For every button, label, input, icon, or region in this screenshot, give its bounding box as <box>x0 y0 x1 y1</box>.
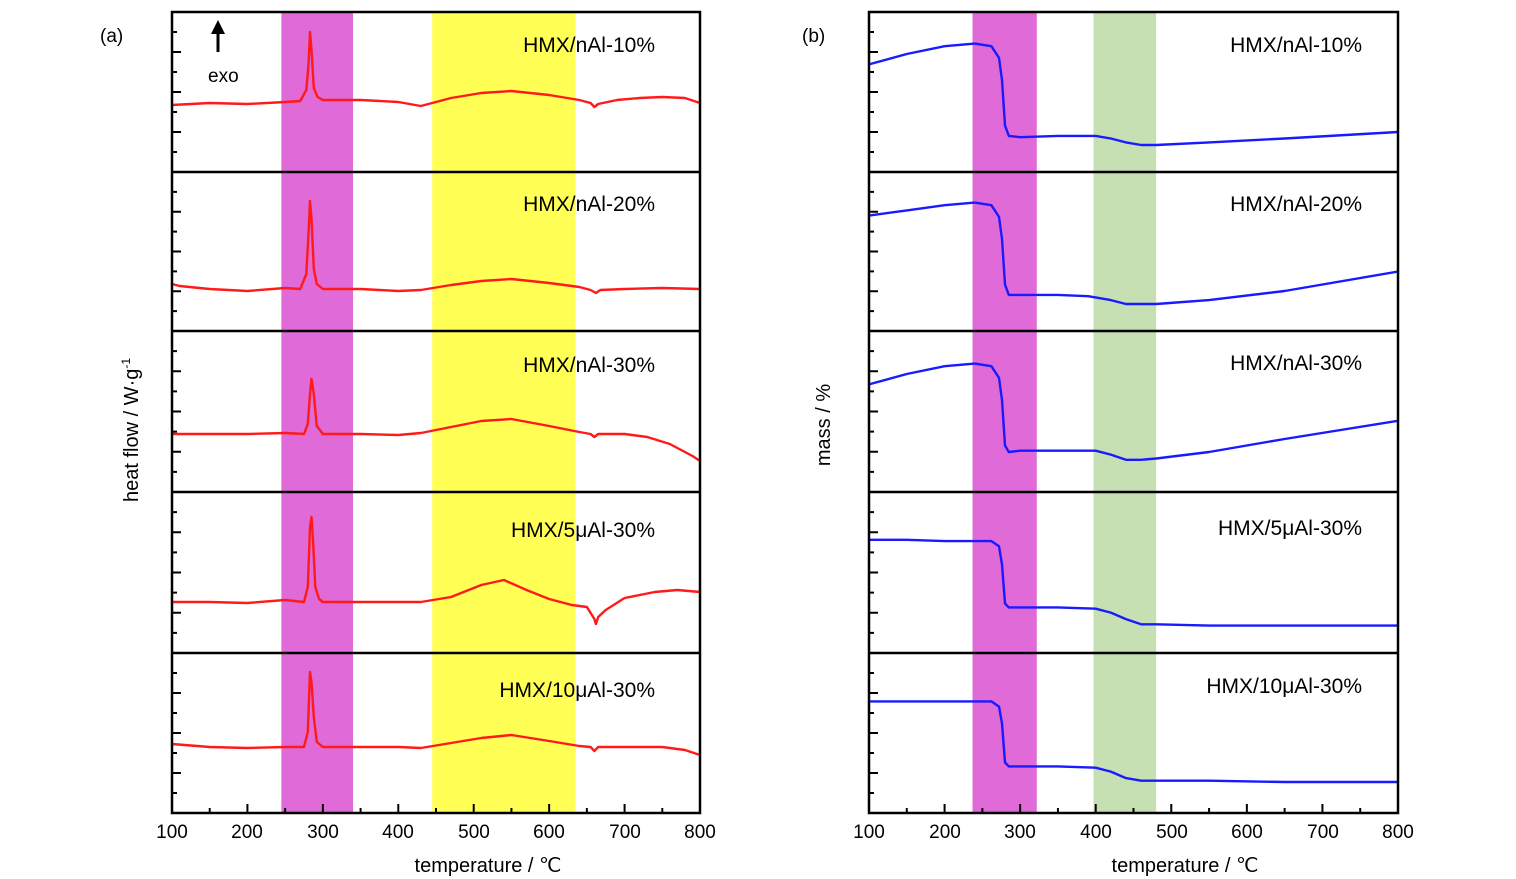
panel-a-xtick-label: 700 <box>609 822 641 843</box>
panel-a-label-2: HMX/nAl-20% <box>523 193 655 216</box>
panel-b-xtick-label: 200 <box>929 822 961 843</box>
panel-a-label-3: HMX/nAl-30% <box>523 354 655 377</box>
panel-a-ylabel: heat flow / W·g-1 <box>119 358 143 502</box>
panel-a-frame <box>170 10 702 815</box>
panel-a-label-4: HMX/5μAl-30% <box>511 519 655 542</box>
series-line-3 <box>170 377 702 463</box>
panel-b-label-5: HMX/10μAl-30% <box>1206 675 1362 698</box>
panel-b-xtick-label: 100 <box>853 822 885 843</box>
plot-frame <box>867 10 1400 815</box>
panel-b-xtick-label: 700 <box>1307 822 1339 843</box>
exo-arrow-icon <box>211 20 225 52</box>
panel-b-xtick-label: 400 <box>1080 822 1112 843</box>
panel-a-xlabel: temperature / ℃ <box>415 855 562 877</box>
panel-a-label-5: HMX/10μAl-30% <box>499 679 655 702</box>
panel-a-label-1: HMX/nAl-10% <box>523 34 655 57</box>
series-line-5 <box>170 670 702 757</box>
series-line-4 <box>170 515 702 626</box>
panel-a-highlight-bands <box>281 12 576 813</box>
panel-a-xtick-labels: 100 200 300 400 500 600 700 800 <box>156 822 716 843</box>
plot-frame <box>170 10 702 815</box>
panel-b-tag: (b) <box>802 26 825 47</box>
panel-a-xtick-label: 800 <box>684 822 716 843</box>
series-line-3 <box>867 362 1400 461</box>
highlight-band-2 <box>432 12 576 813</box>
series-line-1 <box>867 42 1400 147</box>
panel-b-series <box>867 42 1400 784</box>
panel-b-label-3: HMX/nAl-30% <box>1230 352 1362 375</box>
series-line-2 <box>867 201 1400 306</box>
panel-b-ylabel: mass / % <box>813 384 835 466</box>
panel-b-xtick-label: 800 <box>1382 822 1414 843</box>
panel-b-frame <box>867 10 1400 815</box>
panel-b: (b) HMX/nAl-10% HMX/nAl-20% HMX/nAl-30% … <box>802 10 1414 877</box>
panel-a-xtick-label: 100 <box>156 822 188 843</box>
panel-b-highlight-bands <box>972 12 1157 813</box>
panel-a-xtick-label: 300 <box>307 822 339 843</box>
panel-b-xtick-labels: 100 200 300 400 500 600 700 800 <box>853 822 1414 843</box>
exo-label: exo <box>208 66 239 87</box>
highlight-band-1 <box>972 12 1037 813</box>
panel-b-xtick-label: 600 <box>1231 822 1263 843</box>
panel-b-label-4: HMX/5μAl-30% <box>1218 517 1362 540</box>
panel-b-xlabel: temperature / ℃ <box>1112 855 1259 877</box>
series-line-2 <box>170 199 702 295</box>
series-line-1 <box>170 30 702 109</box>
series-line-4 <box>867 538 1400 627</box>
highlight-band-1 <box>281 12 354 813</box>
panel-a-xtick-label: 400 <box>382 822 414 843</box>
highlight-band-2 <box>1093 12 1157 813</box>
panel-a-xtick-label: 500 <box>458 822 490 843</box>
panel-b-xtick-label: 300 <box>1004 822 1036 843</box>
panel-a-xtick-label: 600 <box>533 822 565 843</box>
panel-b-label-2: HMX/nAl-20% <box>1230 193 1362 216</box>
panel-a-xtick-label: 200 <box>231 822 263 843</box>
panel-b-xtick-label: 500 <box>1156 822 1188 843</box>
panel-b-label-1: HMX/nAl-10% <box>1230 34 1362 57</box>
series-line-5 <box>867 700 1400 784</box>
panel-a: (a) exo HMX/nAl-10% HMX/nAl-20% HMX/nAl-… <box>100 10 716 877</box>
panel-a-series <box>170 30 702 757</box>
panel-a-tag: (a) <box>100 26 123 47</box>
